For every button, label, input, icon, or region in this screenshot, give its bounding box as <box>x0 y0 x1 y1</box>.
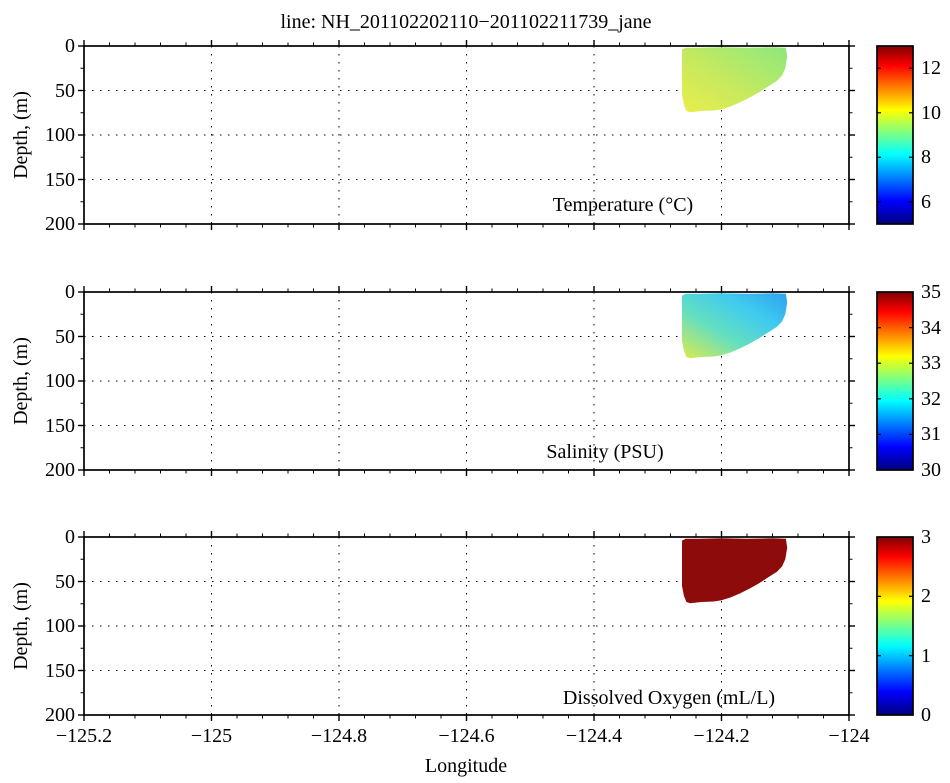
colorbar-tick-label: 0 <box>921 704 931 726</box>
colorbar-oxygen <box>876 536 914 716</box>
colorbar-tick-label: 1 <box>921 644 931 667</box>
colorbar-tick-label: 33 <box>921 352 941 375</box>
depth-axis-label: Depth, (m) <box>10 582 32 670</box>
longitude-tick-label: −124.8 <box>310 725 368 747</box>
depth-axis-label: Depth, (m) <box>10 91 32 179</box>
depth-tick-label: 200 <box>45 459 75 481</box>
colorbar-tick-label: 2 <box>921 585 931 608</box>
colorbar-tick-label: 3 <box>921 526 931 548</box>
panel-salinity <box>78 286 855 476</box>
depth-tick-label: 0 <box>65 281 75 303</box>
depth-tick-label: 200 <box>45 704 75 726</box>
colorbar-tick-label: 35 <box>921 281 941 303</box>
longitude-tick-label: −124.6 <box>438 725 495 747</box>
depth-tick-label: 50 <box>55 325 75 348</box>
colorbar-tick-label: 8 <box>921 146 931 169</box>
colorbar-tick-label: 10 <box>921 101 941 124</box>
colorbar-salinity <box>876 291 914 471</box>
depth-tick-label: 50 <box>55 570 75 593</box>
temperature-section-patch <box>682 47 788 113</box>
longitude-tick-label: −125.2 <box>55 725 113 747</box>
depth-tick-label: 100 <box>45 124 75 146</box>
longitude-tick-label: −124.4 <box>565 725 623 747</box>
depth-tick-label: 100 <box>45 370 75 392</box>
depth-tick-label: 0 <box>65 526 75 548</box>
salinity-section-patch <box>682 293 788 359</box>
depth-tick-label: 150 <box>45 168 75 191</box>
depth-tick-label: 50 <box>55 79 75 102</box>
longitude-tick-label: −125 <box>190 725 233 747</box>
longitude-tick-label: −124 <box>828 725 870 747</box>
panel-temperature <box>78 40 855 230</box>
colorbar-tick-label: 12 <box>921 57 941 80</box>
plot-title: line: NH_201102202110−201102211739_jane <box>280 11 652 33</box>
panel-caption-salinity: Salinity (PSU) <box>546 441 664 463</box>
depth-tick-label: 150 <box>45 414 75 437</box>
colorbar-tick-label: 6 <box>921 190 931 213</box>
panel-caption-temperature: Temperature (°C) <box>552 194 694 216</box>
colorbar-tick-label: 31 <box>921 423 941 446</box>
depth-tick-label: 150 <box>45 659 75 682</box>
panel-caption-oxygen: Dissolved Oxygen (mL/L) <box>562 687 776 709</box>
depth-axis-label: Depth, (m) <box>10 337 32 425</box>
depth-tick-label: 200 <box>45 213 75 235</box>
colorbar-temperature <box>876 45 914 225</box>
depth-tick-label: 0 <box>65 35 75 57</box>
panel-oxygen <box>78 531 855 721</box>
longitude-tick-label: −124.2 <box>693 725 750 747</box>
colorbar-tick-label: 30 <box>921 459 941 481</box>
depth-tick-label: 100 <box>45 615 75 637</box>
oxygen-section-patch <box>682 538 788 604</box>
longitude-axis-label: Longitude <box>424 755 508 777</box>
colorbar-tick-label: 32 <box>921 387 941 410</box>
colorbar-tick-label: 34 <box>921 316 941 339</box>
